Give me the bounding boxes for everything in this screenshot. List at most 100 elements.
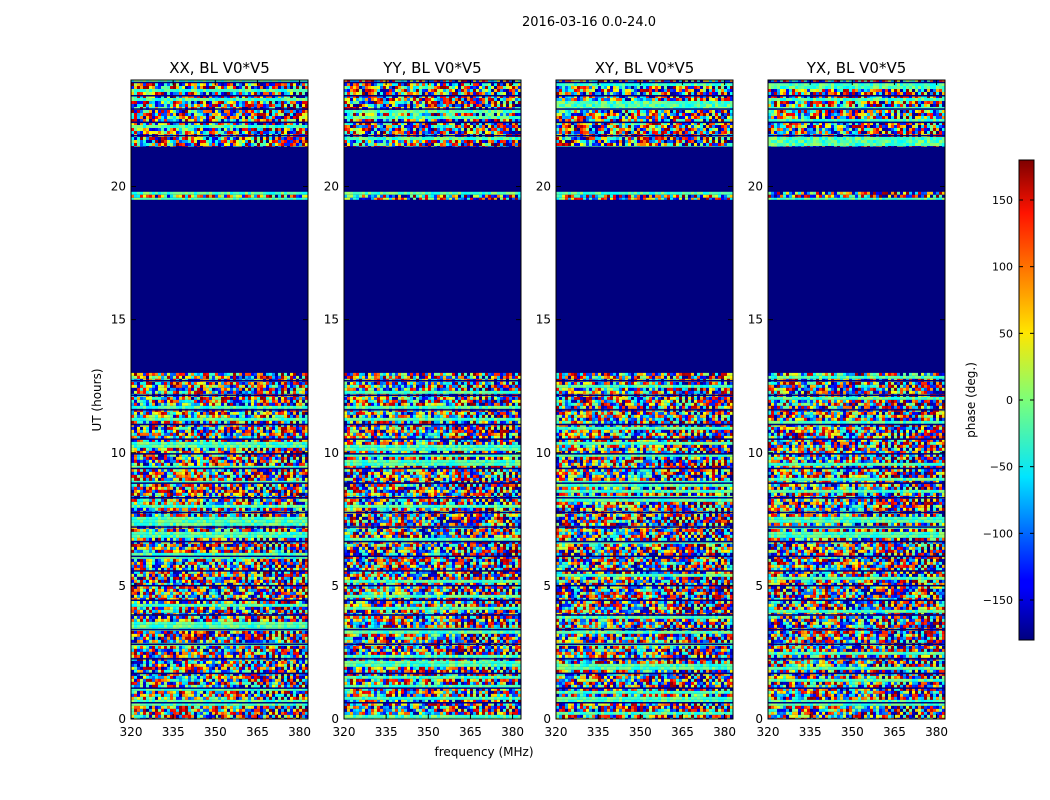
- phase-cell: [272, 579, 275, 583]
- phase-cell: [191, 429, 194, 433]
- phase-cell: [233, 561, 236, 565]
- phase-cell: [140, 516, 143, 520]
- phase-cell: [266, 411, 269, 415]
- phase-cell: [245, 546, 248, 550]
- phase-cell: [167, 564, 170, 568]
- phase-cell: [137, 585, 140, 589]
- phase-cell: [230, 459, 233, 463]
- phase-cell: [263, 609, 266, 613]
- phase-cell: [215, 423, 218, 427]
- phase-cell: [278, 387, 281, 391]
- phase-cell: [155, 609, 158, 613]
- phase-cell: [137, 453, 140, 457]
- phase-cell: [131, 609, 134, 613]
- phase-cell: [242, 606, 245, 610]
- phase-cell: [137, 576, 140, 580]
- phase-cell: [299, 621, 302, 625]
- phase-cell: [254, 396, 257, 400]
- phase-cell: [221, 588, 224, 592]
- phase-cell: [194, 549, 197, 553]
- phase-cell: [260, 576, 263, 580]
- phase-cell: [164, 414, 167, 418]
- phase-cell: [131, 618, 134, 622]
- phase-cell: [233, 372, 236, 376]
- phase-cell: [140, 597, 143, 601]
- phase-cell: [212, 438, 215, 442]
- phase-cell: [176, 603, 179, 607]
- phase-cell: [176, 396, 179, 400]
- phase-cell: [194, 417, 197, 421]
- phase-cell: [170, 564, 173, 568]
- phase-cell: [170, 435, 173, 439]
- phase-cell: [212, 384, 215, 388]
- phase-cell: [143, 381, 146, 385]
- phase-cell: [260, 615, 263, 619]
- phase-cell: [167, 405, 170, 409]
- phase-cell: [152, 435, 155, 439]
- phase-cell: [254, 435, 257, 439]
- phase-cell: [254, 462, 257, 466]
- phase-cell: [152, 528, 155, 532]
- phase-cell: [233, 609, 236, 613]
- phase-cell: [215, 486, 218, 490]
- phase-cell: [266, 465, 269, 469]
- phase-cell: [164, 474, 167, 478]
- phase-cell: [251, 555, 254, 559]
- phase-cell: [272, 621, 275, 625]
- phase-cell: [203, 423, 206, 427]
- phase-cell: [140, 591, 143, 595]
- phase-cell: [260, 411, 263, 415]
- phase-cell: [269, 450, 272, 454]
- phase-cell: [281, 576, 284, 580]
- phase-cell: [200, 531, 203, 535]
- phase-cell: [272, 429, 275, 433]
- phase-cell: [218, 567, 221, 571]
- phase-cell: [254, 564, 257, 568]
- phase-cell: [251, 543, 254, 547]
- phase-cell: [146, 618, 149, 622]
- phase-cell: [131, 603, 134, 607]
- phase-cell: [203, 426, 206, 430]
- phase-cell: [269, 417, 272, 421]
- phase-cell: [152, 492, 155, 496]
- phase-cell: [263, 498, 266, 502]
- phase-cell: [152, 372, 155, 376]
- phase-cell: [146, 573, 149, 577]
- phase-cell: [227, 624, 230, 628]
- phase-cell: [254, 381, 257, 385]
- phase-cell: [215, 468, 218, 472]
- phase-cell: [152, 483, 155, 487]
- phase-cell: [179, 558, 182, 562]
- phase-cell: [140, 564, 143, 568]
- phase-cell: [146, 444, 149, 448]
- phase-cell: [221, 492, 224, 496]
- phase-cell: [278, 534, 281, 538]
- phase-cell: [155, 591, 158, 595]
- phase-cell: [134, 396, 137, 400]
- phase-cell: [296, 594, 299, 598]
- phase-cell: [209, 531, 212, 535]
- phase-cell: [203, 621, 206, 625]
- phase-cell: [155, 597, 158, 601]
- phase-cell: [131, 534, 134, 538]
- phase-cell: [185, 402, 188, 406]
- phase-cell: [221, 585, 224, 589]
- phase-cell: [272, 390, 275, 394]
- phase-cell: [146, 390, 149, 394]
- phase-cell: [131, 546, 134, 550]
- phase-cell: [275, 483, 278, 487]
- phase-cell: [149, 570, 152, 574]
- phase-cell: [266, 546, 269, 550]
- phase-cell: [272, 462, 275, 466]
- phase-cell: [188, 390, 191, 394]
- phase-cell: [233, 486, 236, 490]
- phase-cell: [260, 552, 263, 556]
- phase-cell: [293, 522, 296, 526]
- phase-cell: [194, 519, 197, 523]
- phase-cell: [146, 450, 149, 454]
- phase-cell: [239, 390, 242, 394]
- phase-cell: [275, 609, 278, 613]
- phase-cell: [257, 576, 260, 580]
- phase-cell: [206, 588, 209, 592]
- phase-cell: [200, 465, 203, 469]
